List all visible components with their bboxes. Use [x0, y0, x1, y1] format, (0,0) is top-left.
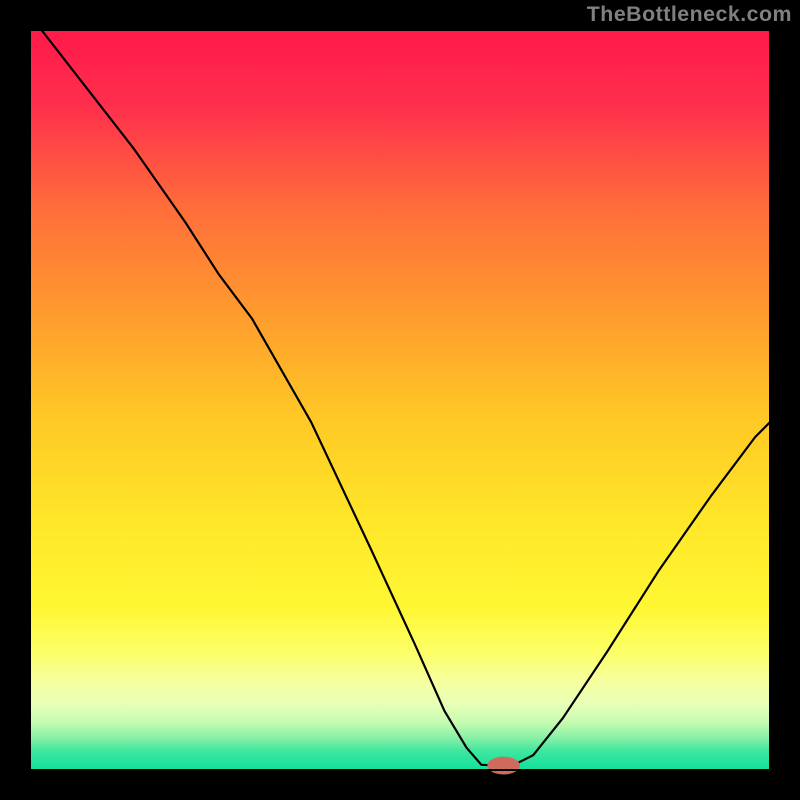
- valley-marker: [487, 757, 520, 775]
- chart-svg: [0, 0, 800, 800]
- plot-background: [30, 30, 770, 770]
- chart-stage: TheBottleneck.com: [0, 0, 800, 800]
- attribution-label: TheBottleneck.com: [587, 2, 792, 27]
